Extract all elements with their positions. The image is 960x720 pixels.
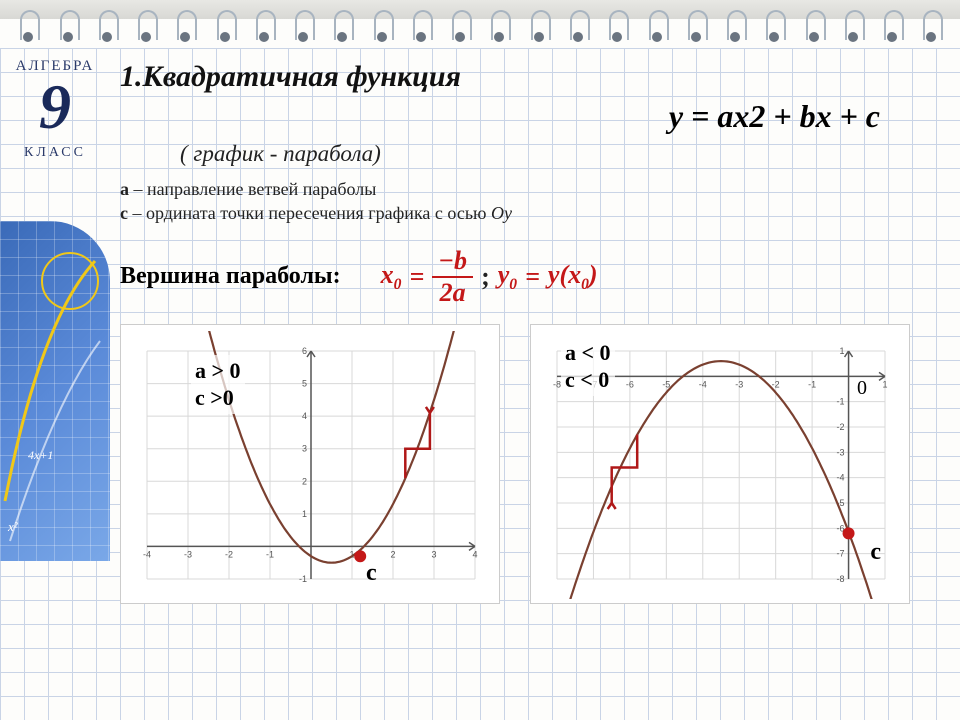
chart-left-cond-c: c >0 <box>195 384 241 412</box>
svg-text:-7: -7 <box>837 548 845 558</box>
svg-text:2: 2 <box>390 549 395 559</box>
svg-text:-3: -3 <box>184 549 192 559</box>
subtitle: ( график - парабола) <box>180 141 940 167</box>
grade-word: КЛАСС <box>24 145 86 161</box>
chart-right-cond-c: c < 0 <box>565 366 611 394</box>
vf-num: −b <box>432 248 473 278</box>
sidebar: АЛГЕБРА 9 КЛАСС x² 4x+1 <box>0 48 110 720</box>
page-title: 1.Квадратичная функция <box>120 60 940 94</box>
svg-text:-1: -1 <box>837 396 845 406</box>
description-block: a – направление ветвей параболы c – орди… <box>120 177 940 226</box>
desc-line-a: a – направление ветвей параболы <box>120 177 940 201</box>
vf-den: 2a <box>440 278 466 306</box>
svg-text:1: 1 <box>840 346 845 356</box>
svg-text:1: 1 <box>302 508 307 518</box>
vf-eq2: = <box>525 262 540 292</box>
main-formula: y = ax2 + bx + c <box>120 98 940 135</box>
svg-text:-3: -3 <box>735 379 743 389</box>
svg-text:-4: -4 <box>837 472 845 482</box>
vf-eq1: = <box>409 262 424 292</box>
desc-c-text: – ордината точки пересечения графика с о… <box>128 203 491 223</box>
formula-x2: x2 <box>733 98 765 134</box>
svg-text:-6: -6 <box>626 379 634 389</box>
sidebar-decorative-art: x² 4x+1 <box>0 221 110 561</box>
formula-eq: = <box>691 98 709 134</box>
svg-text:5: 5 <box>302 378 307 388</box>
svg-text:-1: -1 <box>808 379 816 389</box>
vertex-label: Вершина параболы: <box>120 263 341 290</box>
desc-c-var: c <box>120 203 128 223</box>
svg-text:x²: x² <box>7 519 19 534</box>
svg-text:4x+1: 4x+1 <box>28 448 53 462</box>
svg-text:-1: -1 <box>299 574 307 584</box>
vf-fraction: −b 2a <box>432 248 473 306</box>
svg-text:-4: -4 <box>699 379 707 389</box>
chart-left-c-label: с <box>366 560 377 587</box>
chart-left: a > 0 c >0 с -4-3-2-11234-1123456 <box>120 324 500 604</box>
chart-left-cond-a: a > 0 <box>195 357 241 385</box>
desc-line-c: c – ордината точки пересечения графика с… <box>120 201 940 225</box>
chart-right: a < 0 c < 0 0 с -8-7-6-5-4-3-2-11-8-7-6-… <box>530 324 910 604</box>
svg-text:-2: -2 <box>837 422 845 432</box>
svg-text:3: 3 <box>302 443 307 453</box>
spiral-binding <box>0 0 960 48</box>
formula-b: b <box>800 98 816 134</box>
svg-text:4: 4 <box>472 549 477 559</box>
svg-text:1: 1 <box>882 379 887 389</box>
svg-text:-4: -4 <box>143 549 151 559</box>
svg-text:-3: -3 <box>837 447 845 457</box>
vertex-formula: x0 = −b 2a ; y0 = y(x0) <box>381 248 598 306</box>
desc-a-var: a <box>120 179 129 199</box>
formula-y: y <box>669 98 683 134</box>
formula-plus2: + <box>840 98 858 134</box>
vf-sep: ; <box>481 262 490 292</box>
main-content: 1.Квадратичная функция y = ax2 + bx + c … <box>120 60 940 710</box>
vf-x0: x0 <box>381 260 402 294</box>
svg-text:6: 6 <box>302 346 307 356</box>
chart-right-zero-label: 0 <box>857 377 867 400</box>
svg-text:2: 2 <box>302 476 307 486</box>
chart-right-conditions: a < 0 c < 0 <box>561 337 615 396</box>
chart-right-cond-a: a < 0 <box>565 339 611 367</box>
formula-plus1: + <box>773 98 791 134</box>
formula-c: c <box>866 98 880 134</box>
desc-a-text: – направление ветвей параболы <box>129 179 376 199</box>
chart-left-conditions: a > 0 c >0 <box>191 355 245 414</box>
vf-yfn: y(x0) <box>548 260 598 294</box>
formula-x: x <box>816 98 832 134</box>
vertex-row: Вершина параболы: x0 = −b 2a ; y0 = y(x0… <box>120 248 940 306</box>
chart-left-svg: -4-3-2-11234-1123456 <box>127 331 495 599</box>
svg-text:3: 3 <box>431 549 436 559</box>
chart-right-c-label: с <box>870 539 881 566</box>
svg-text:-1: -1 <box>266 549 274 559</box>
desc-c-axis: Оу <box>491 203 512 223</box>
svg-text:4: 4 <box>302 411 307 421</box>
svg-text:-8: -8 <box>837 574 845 584</box>
vf-y0: y0 <box>498 260 517 294</box>
svg-text:-2: -2 <box>225 549 233 559</box>
sidebar-art-svg: x² 4x+1 <box>0 221 110 561</box>
charts-row: a > 0 c >0 с -4 -3 -2 -1 1 2 3 4 -1 1 2 3 4 5 6 a < 0 … <box>120 324 940 604</box>
svg-text:-8: -8 <box>553 379 561 389</box>
formula-a: a <box>717 98 733 134</box>
grade-number: 9 <box>39 75 71 139</box>
